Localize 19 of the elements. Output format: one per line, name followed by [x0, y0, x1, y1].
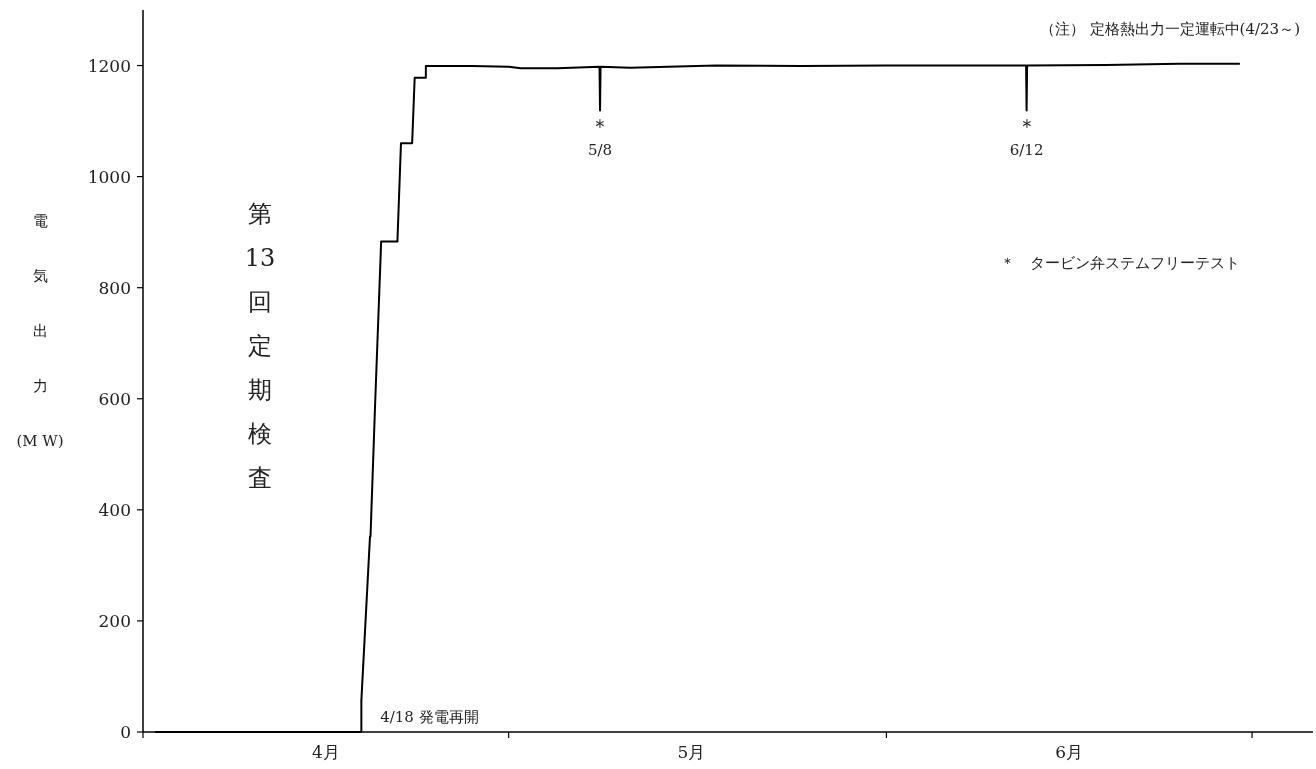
x-tick-label: 6月: [1055, 742, 1084, 762]
annotation: ＊: [1016, 113, 1037, 138]
annotation: ＊: [590, 113, 611, 138]
y-tick-label: 400: [98, 499, 131, 520]
y-tick-label: 1200: [87, 55, 131, 76]
annotation: 5/8: [587, 140, 613, 159]
annotation: 6/12: [1009, 140, 1044, 159]
annotation: 第13回定期検査: [244, 200, 276, 492]
y-tick-label: 600: [98, 388, 131, 409]
y-tick-label: 1000: [87, 166, 131, 187]
x-tick-label: 5月: [677, 742, 706, 762]
annotation: （注） 定格熱出力一定運転中(4/23～): [1039, 20, 1300, 38]
text: 電気出力(M W): [16, 212, 64, 450]
y-tick-label: 800: [98, 277, 131, 298]
annotation: 4/18 発電再開: [380, 708, 479, 726]
y-tick-label: 0: [120, 722, 131, 742]
x-tick-label: 4月: [311, 742, 340, 762]
annotation: ＊ タービン弁ステムフリーテスト: [1000, 254, 1240, 272]
y-tick-label: 200: [98, 610, 131, 631]
